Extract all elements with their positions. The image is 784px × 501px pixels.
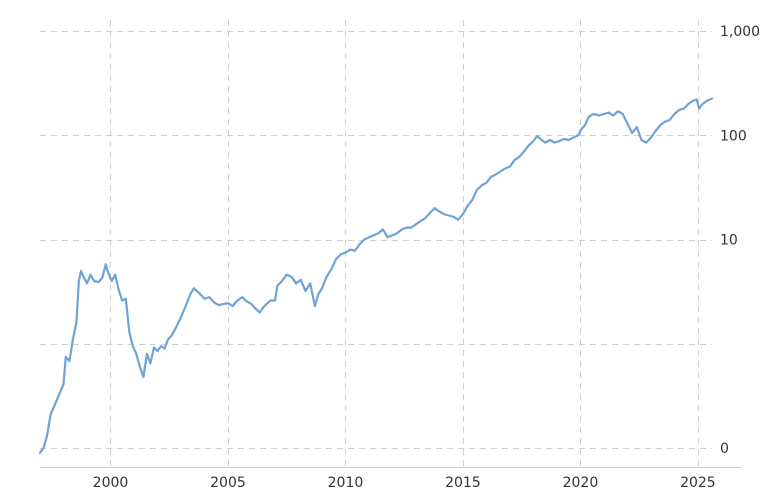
x-tick-labels: 2000 2005 2010 2015 2020 2025: [93, 475, 716, 491]
x-tick-label-2000: 2000: [93, 475, 129, 491]
series-layer: [38, 97, 714, 454]
series-line-0: [38, 97, 714, 454]
x-tick-label-2025: 2025: [680, 475, 716, 491]
x-tick-label-2010: 2010: [328, 475, 364, 491]
y-tick-label-1: 100: [720, 128, 747, 144]
x-tick-label-2005: 2005: [210, 475, 246, 491]
x-gridlines: [110, 20, 699, 467]
x-tick-label-2020: 2020: [563, 475, 599, 491]
y-tick-label-3: 0: [720, 441, 729, 457]
y-tick-label-0: 1,000: [720, 24, 760, 40]
y-tick-label-2: 10: [720, 233, 738, 249]
y-gridlines: [40, 31, 712, 449]
x-tick-label-2015: 2015: [445, 475, 481, 491]
